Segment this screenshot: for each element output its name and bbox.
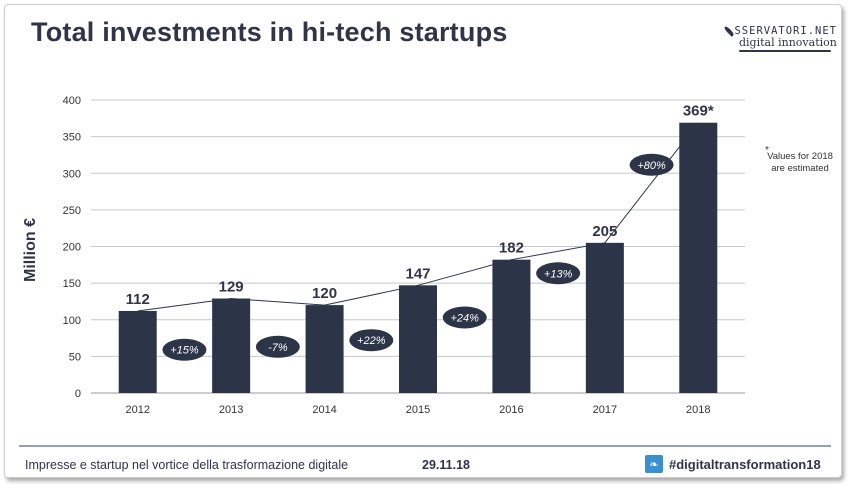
x-tick-label: 2013	[219, 404, 243, 416]
x-tick-label: 2012	[125, 404, 149, 416]
x-tick-label: 2017	[593, 404, 617, 416]
data-label: 120	[312, 285, 337, 302]
brand-underline	[739, 50, 831, 52]
growth-label: -7%	[268, 342, 288, 354]
growth-badge	[349, 329, 394, 352]
growth-label: +22%	[357, 335, 386, 347]
y-tick-label: 300	[63, 168, 81, 180]
bar	[679, 122, 718, 394]
y-tick-label: 100	[63, 315, 81, 327]
footer-date: 29.11.18	[422, 458, 470, 472]
y-tick-label: 150	[63, 278, 81, 290]
bar	[399, 285, 437, 393]
brand-logo: SSERVATORI.NET digital innovation	[723, 25, 837, 52]
data-label: 112	[126, 291, 150, 308]
bar	[212, 298, 251, 393]
bar	[492, 259, 531, 393]
data-label: 147	[405, 265, 430, 282]
bar	[305, 305, 344, 393]
y-tick-label: 250	[63, 205, 81, 217]
y-tick-label: 200	[63, 242, 81, 254]
note-asterisk: *	[765, 145, 769, 156]
growth-badge	[536, 262, 581, 285]
x-tick-label: 2014	[312, 404, 336, 416]
growth-label: +80%	[637, 160, 666, 172]
growth-badge	[442, 306, 487, 329]
x-tick-label: 2018	[686, 404, 710, 416]
x-tick-label: 2016	[499, 404, 523, 416]
growth-badge	[255, 335, 300, 358]
page-title: Total investments in hi-tech startups	[31, 17, 508, 47]
footer-divider	[19, 445, 831, 447]
slide-frame: Total investments in hi-tech startups SS…	[4, 4, 842, 478]
data-label: 182	[499, 240, 524, 257]
y-tick-label: 400	[63, 95, 81, 107]
growth-badge	[629, 153, 674, 176]
hashtag-text: #digitaltransformation18	[669, 456, 821, 472]
twitter-icon: ❧	[645, 455, 663, 473]
footer-hashtag: ❧ #digitaltransformation18	[645, 455, 821, 473]
y-tick-label: 0	[75, 388, 81, 400]
note-text: Values for 2018 are estimated	[767, 151, 833, 174]
growth-badge	[162, 338, 207, 361]
growth-label: +24%	[450, 313, 479, 325]
data-label: 129	[219, 279, 244, 296]
brand-tagline: digital innovation	[739, 36, 837, 49]
y-tick-label: 50	[69, 351, 81, 363]
x-tick-label: 2015	[406, 404, 430, 416]
y-tick-label: 350	[63, 132, 81, 144]
bar	[585, 242, 624, 393]
footer-event-title: Impresse e startup nel vortice della tra…	[25, 458, 349, 472]
growth-label: +15%	[170, 345, 199, 357]
bar-chart: 0 50 100 150 200 250 300 350 400 112 2012 129 2013 12…	[63, 95, 745, 416]
growth-label: +13%	[544, 268, 573, 280]
estimate-note: * Values for 2018 are estimated	[765, 145, 835, 175]
bar	[118, 310, 157, 393]
data-label: 369*	[683, 103, 714, 120]
data-label: 205	[592, 223, 617, 240]
brand-name: SSERVATORI.NET	[734, 25, 837, 37]
